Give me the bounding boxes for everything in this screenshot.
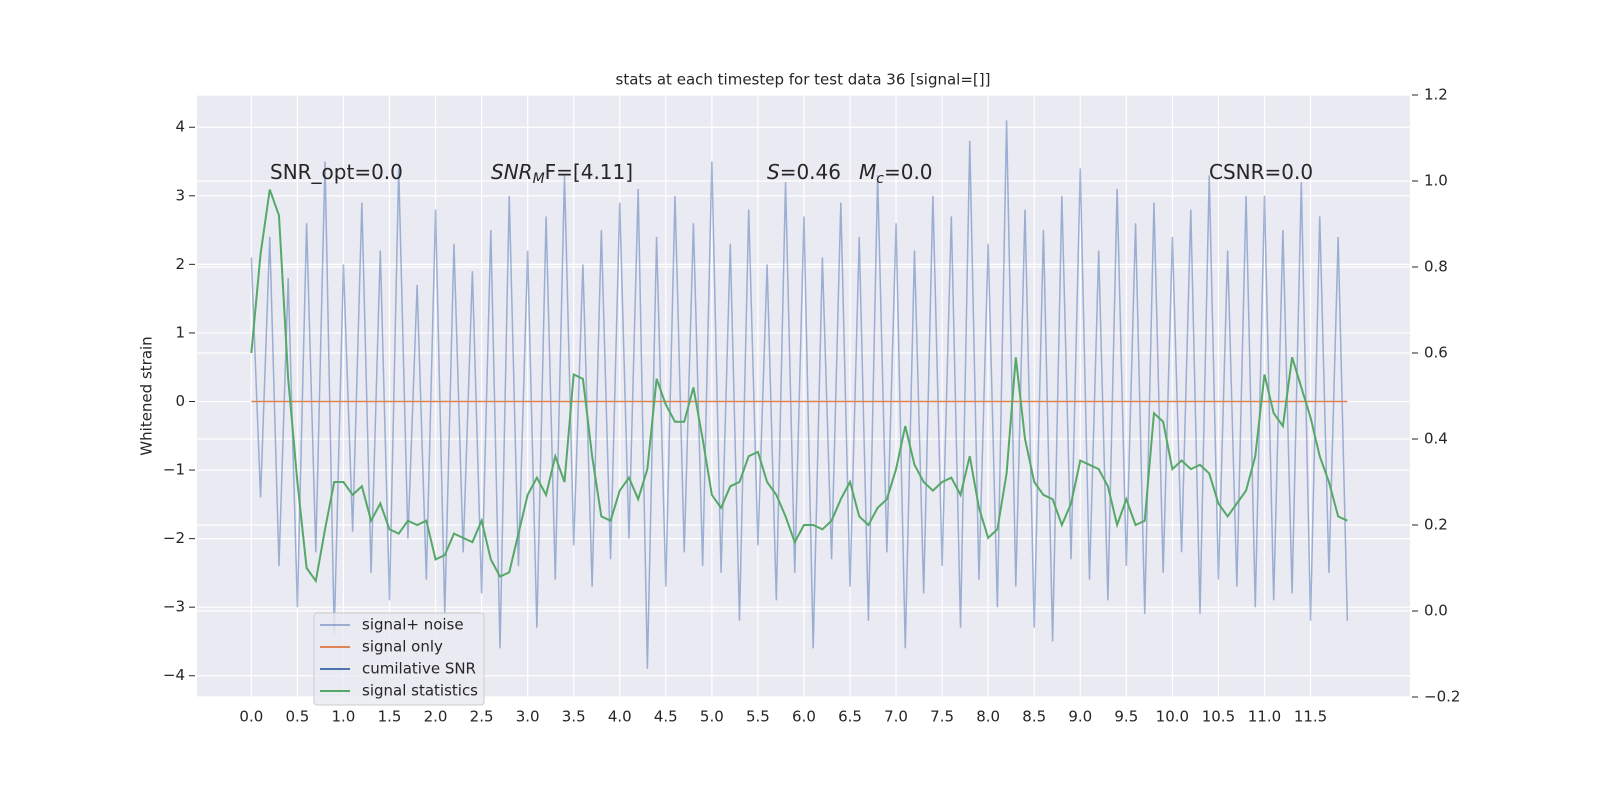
x-tick-label: 10.0: [1156, 708, 1189, 726]
annotation-text: F=[4.11]: [545, 160, 633, 184]
annotation: S=0.46: [767, 160, 841, 184]
annotation-subscript: M: [533, 171, 545, 187]
x-tick-label: 3.5: [562, 708, 586, 726]
x-tick-label: 8.0: [976, 708, 1000, 726]
x-tick-label: 4.5: [654, 708, 678, 726]
legend-frame: [313, 612, 485, 706]
overlay: 0.0 0.5 1.0 1.5 2.0 2.5 3.0 3.5 4.0 4.5 5.0 5.5 6.0 6…: [163, 86, 1461, 726]
y2-tick-label: −0.2: [1424, 688, 1460, 706]
x-tick-label: 8.5: [1022, 708, 1046, 726]
legend-label: signal statistics: [362, 682, 478, 700]
x-tick-label: 2.5: [470, 708, 494, 726]
legend-label: signal+ noise: [362, 616, 464, 634]
x-tick-label: 5.0: [700, 708, 724, 726]
y-tick-label: −2: [163, 529, 185, 547]
x-tick-label: 0.5: [285, 708, 309, 726]
series-line: [250, 120, 1349, 669]
x-tick-label: 9.5: [1114, 708, 1138, 726]
x-tick-label: 11.5: [1294, 708, 1327, 726]
y-tick-label: −3: [163, 598, 185, 616]
x-tick-label: 3.0: [516, 708, 540, 726]
y2-tick-label: 0.0: [1424, 602, 1448, 620]
x-tick-label: 6.0: [792, 708, 816, 726]
annotation-text: CSNR=0.0: [1209, 160, 1313, 184]
legend-label: cumilative SNR: [362, 660, 476, 678]
annotation: Mc=0.0: [859, 160, 933, 188]
annotation-italic: SNR: [491, 160, 533, 184]
x-tick-label: 2.0: [424, 708, 448, 726]
y-tick-label: 0: [175, 392, 185, 410]
annotation-text: SNR_opt=0.0: [270, 160, 403, 184]
x-tick-label: 5.5: [746, 708, 770, 726]
x-tick-label: 7.5: [930, 708, 954, 726]
x-tick-label: 1.5: [378, 708, 402, 726]
x-tick-label: 9.0: [1068, 708, 1092, 726]
y2-tick-label: 0.2: [1424, 516, 1448, 534]
annotation-text: =0.0: [884, 160, 933, 184]
y-tick-label: −1: [163, 461, 185, 479]
x-tick-label: 6.5: [838, 708, 862, 726]
y2-tick-label: 0.6: [1424, 344, 1448, 362]
y2-tick-label: 1.0: [1424, 172, 1448, 190]
x-tick-label: 11.0: [1248, 708, 1281, 726]
y2-tick-label: 0.4: [1424, 430, 1448, 448]
y-axis-label: Whitened strain: [138, 336, 156, 455]
annotation: CSNR=0.0: [1209, 160, 1313, 184]
y-tick-label: −4: [163, 666, 185, 684]
y-tick-label: 2: [175, 255, 185, 273]
marks: [250, 120, 1349, 669]
y-tick-label: 1: [175, 323, 185, 341]
x-tick-label: 0.0: [239, 708, 263, 726]
chart-title: stats at each timestep for test data 36 …: [616, 71, 991, 89]
y2-tick-label: 1.2: [1424, 86, 1448, 104]
annotation-text: =0.46: [780, 160, 841, 184]
x-tick-label: 4.0: [608, 708, 632, 726]
series-line: [250, 189, 1348, 584]
annotation-subscript: c: [876, 171, 884, 187]
x-tick-label: 10.5: [1202, 708, 1235, 726]
annotation-italic: S: [767, 160, 780, 184]
y2-tick-label: 0.8: [1424, 258, 1448, 276]
y-tick-label: 3: [175, 186, 185, 204]
grid: [197, 94, 1410, 698]
legend-label: signal only: [362, 638, 443, 656]
annotation-italic: M: [859, 160, 876, 184]
y-tick-label: 4: [175, 118, 185, 136]
x-tick-label: 1.0: [332, 708, 356, 726]
annotation: SNR_opt=0.0: [270, 160, 403, 184]
x-tick-label: 7.0: [884, 708, 908, 726]
annotation: SNRMF=[4.11]: [491, 160, 633, 188]
